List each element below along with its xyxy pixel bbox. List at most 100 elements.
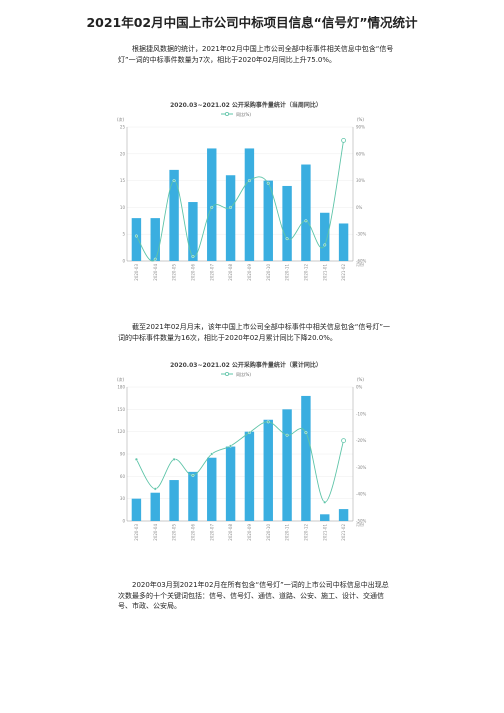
bar-2021-02 (338, 509, 349, 521)
x-tick-label: 2020-04 (153, 264, 158, 281)
chart-title: 2020.03~2021.02 公开采购事件量统计（当周同比） (170, 101, 322, 109)
y-left-tick-label: 0 (122, 519, 125, 524)
x-tick-label: 2020-04 (153, 524, 158, 541)
y-right-tick-label: -30% (356, 465, 367, 470)
document-title: 2021年02月中国上市公司中标项目信息“信号灯”情况统计 (86, 15, 418, 30)
x-tick-label: 2020-10 (266, 524, 271, 541)
yoy-point-2021-02 (341, 138, 346, 143)
yoy-point-2020-10 (266, 181, 270, 185)
y-right-axis-label: (%) (357, 117, 364, 122)
y-right-tick-label: -60% (356, 259, 367, 264)
chart-title: 2020.03~2021.02 公开采购事件量统计（累计同比） (170, 361, 322, 369)
y-left-tick-label: 0 (122, 259, 125, 264)
x-tick-label: 2020-12 (303, 524, 308, 541)
bar-2020-10 (263, 419, 273, 521)
x-tick-label: 2021-02 (341, 524, 346, 541)
y-right-tick-label: -30% (356, 232, 367, 237)
y-left-axis-label: (次) (117, 116, 125, 122)
x-tick-label: 2020-07 (209, 524, 214, 541)
x-tick-label: 2021-02 (341, 264, 346, 281)
y-left-tick-label: 150 (117, 407, 125, 412)
yoy-point-2020-09 (247, 431, 251, 435)
bar-2021-01 (320, 212, 330, 261)
y-right-axis-label: (%) (357, 377, 364, 382)
y-left-tick-label: 20 (120, 151, 126, 156)
bar-2020-09 (244, 431, 255, 521)
x-tick-label: 2020-09 (247, 264, 252, 281)
y-right-tick-label: 60% (356, 151, 365, 156)
chart-cumulative-yoy-svg: 2020.03~2021.02 公开采购事件量统计（累计同比） 同比(%) (次) (… (117, 361, 367, 541)
y-left-axis-label: (次) (117, 376, 125, 382)
yoy-point-2020-06 (191, 473, 195, 477)
y-left-tick-label: 30 (120, 496, 126, 501)
y-right-tick-label: 30% (356, 178, 365, 183)
x-axis-unit-label: 月份 (356, 521, 364, 527)
x-tick-label: 2021-01 (322, 264, 327, 281)
bar-2020-07 (207, 148, 217, 261)
bar-2020-12 (301, 395, 311, 521)
yoy-point-2020-04 (153, 257, 157, 261)
yoy-point-2020-11 (285, 237, 289, 241)
y-left-tick-label: 180 (117, 385, 125, 390)
yoy-point-2020-07 (210, 205, 214, 209)
bar-2020-04 (150, 492, 160, 521)
bar-2020-09 (244, 148, 255, 261)
legend-label: 同比(%) (236, 371, 251, 377)
x-tick-label: 2020-10 (266, 264, 271, 281)
yoy-line (136, 140, 345, 262)
y-right-tick-label: -40% (356, 492, 367, 497)
y-left-tick-label: 10 (120, 205, 126, 210)
x-tick-label: 2020-03 (134, 524, 139, 541)
yoy-point-2020-10 (266, 420, 270, 424)
yoy-point-2021-01 (323, 243, 327, 247)
y-right-tick-label: -20% (356, 438, 367, 443)
bar-2020-03 (131, 218, 142, 261)
y-right-tick-label: 0% (356, 205, 363, 210)
bar-2020-10 (263, 180, 273, 261)
y-right-tick-label: 90% (356, 125, 365, 130)
x-tick-label: 2020-06 (190, 264, 195, 281)
bar-2021-01 (320, 514, 330, 521)
yoy-point-2020-03 (134, 234, 138, 238)
y-left-tick-label: 60 (120, 474, 126, 479)
y-right-tick-label: 0% (356, 385, 363, 390)
y-right-tick-label: -50% (356, 519, 367, 524)
yoy-point-2020-03 (134, 457, 138, 461)
x-tick-label: 2020-03 (134, 264, 139, 281)
yoy-point-2020-04 (153, 487, 157, 491)
chart-monthly-yoy-svg: 2020.03~2021.02 公开采购事件量统计（当周同比） 同比(%) (次) (… (117, 101, 367, 281)
chart-cumulative-yoy: 2020.03~2021.02 公开采购事件量统计（累计同比） 同比(%) (次) (… (113, 359, 379, 549)
y-left-tick-label: 120 (117, 429, 125, 434)
yoy-point-2020-11 (285, 433, 289, 437)
x-tick-label: 2020-08 (228, 264, 233, 281)
bar-2020-03 (131, 498, 142, 521)
x-tick-label: 2021-01 (322, 524, 327, 541)
paragraph-keywords: 2020年03月到2021年02月在所有包含“信号灯”一词的上市公司中标信息中出… (118, 581, 389, 610)
bar-2020-11 (282, 409, 292, 521)
bar-2020-08 (225, 446, 236, 521)
x-tick-label: 2020-05 (172, 264, 177, 281)
x-tick-label: 2020-05 (172, 524, 177, 541)
bar-2020-08 (225, 175, 236, 261)
yoy-point-2020-12 (304, 219, 308, 223)
legend-marker (225, 111, 230, 116)
chart-monthly-yoy: 2020.03~2021.02 公开采购事件量统计（当周同比） 同比(%) (次) (… (113, 99, 379, 289)
paragraph-cumulative-summary: 截至2021年02月月末，该年中国上市公司全部中标事件中相关信息包含“信号灯”一… (118, 323, 390, 342)
yoy-point-2020-07 (210, 452, 214, 456)
y-right-tick-label: -10% (356, 411, 367, 416)
yoy-line (136, 421, 345, 503)
yoy-point-2020-08 (229, 205, 233, 209)
bar-2020-07 (207, 457, 217, 521)
yoy-point-2020-08 (229, 444, 233, 448)
y-left-tick-label: 5 (122, 232, 125, 237)
yoy-point-2021-01 (323, 500, 327, 504)
yoy-point-2020-05 (172, 457, 176, 461)
x-tick-label: 2020-12 (303, 264, 308, 281)
yoy-point-2020-05 (172, 179, 176, 183)
x-tick-label: 2020-11 (285, 264, 290, 281)
yoy-point-2020-06 (191, 255, 195, 259)
legend-label: 同比(%) (236, 111, 251, 117)
y-left-tick-label: 15 (120, 178, 126, 183)
y-left-tick-label: 25 (120, 125, 126, 130)
bar-2020-05 (169, 169, 179, 261)
